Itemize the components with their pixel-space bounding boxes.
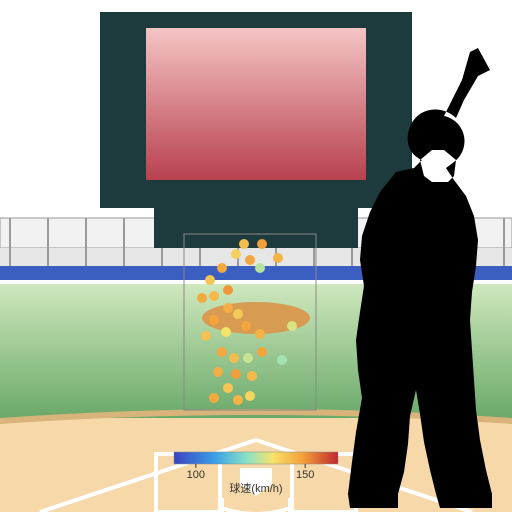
pitch-marker — [209, 291, 219, 301]
pitch-marker — [287, 321, 297, 331]
pitch-marker — [273, 253, 283, 263]
pitch-marker — [221, 327, 231, 337]
pitch-marker — [229, 353, 239, 363]
pitch-marker — [245, 391, 255, 401]
pitch-marker — [255, 329, 265, 339]
pitch-marker — [223, 285, 233, 295]
pitch-marker — [257, 239, 267, 249]
pitch-marker — [231, 369, 241, 379]
colorbar-tick-label: 100 — [187, 469, 205, 481]
pitch-marker — [233, 309, 243, 319]
pitch-marker — [233, 395, 243, 405]
pitch-marker — [197, 293, 207, 303]
colorbar-bar — [174, 452, 338, 464]
colorbar-tick-label: 150 — [296, 469, 314, 481]
pitch-marker — [209, 393, 219, 403]
pitch-marker — [257, 347, 267, 357]
pitch-marker — [217, 347, 227, 357]
pitch-marker — [241, 321, 251, 331]
pitch-marker — [247, 371, 257, 381]
colorbar-label: 球速(km/h) — [229, 481, 282, 495]
pitch-marker — [213, 367, 223, 377]
pitch-marker — [201, 331, 211, 341]
pitch-marker — [255, 263, 265, 273]
pitch-marker — [205, 275, 215, 285]
pitch-marker — [239, 239, 249, 249]
pitch-marker — [231, 249, 241, 259]
pitch-marker — [209, 315, 219, 325]
pitch-marker — [223, 303, 233, 313]
pitch-marker — [217, 263, 227, 273]
pitch-marker — [223, 383, 233, 393]
pitch-marker — [277, 355, 287, 365]
pitch-location-chart: 100 150 球速(km/h) — [0, 0, 512, 512]
pitch-marker — [243, 353, 253, 363]
pitch-marker — [245, 255, 255, 265]
